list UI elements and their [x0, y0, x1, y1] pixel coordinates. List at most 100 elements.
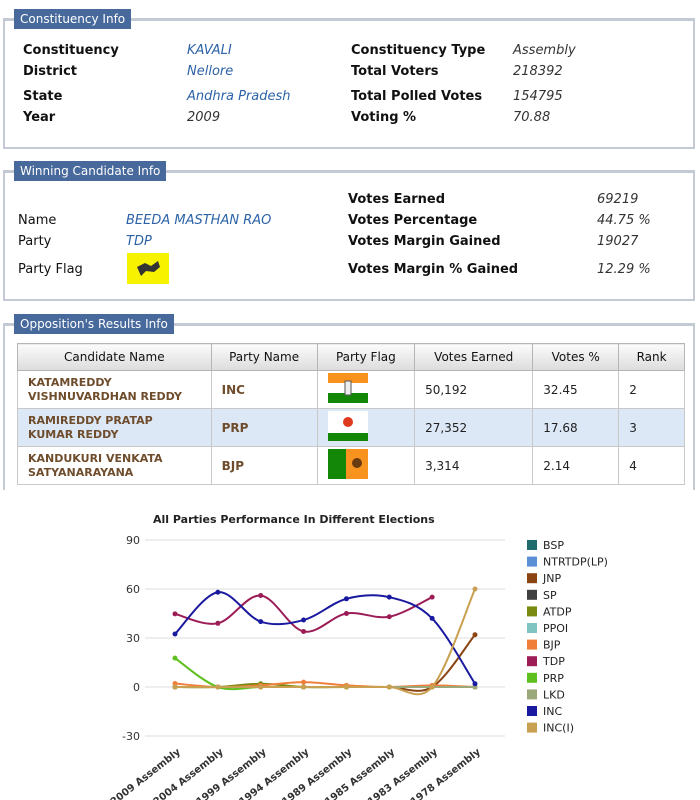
chart-area: All Parties Performance In Different Ele… — [0, 490, 700, 800]
legend-label: INC(I) — [543, 722, 574, 735]
party-flag — [127, 253, 169, 284]
field-value: KAVALI — [187, 43, 232, 58]
point — [343, 684, 349, 690]
field-value: Assembly — [513, 43, 576, 58]
field-label: Total Voters — [351, 64, 439, 79]
table-cell: 3 — [618, 408, 685, 447]
field-label: State — [23, 89, 63, 104]
legend-label: LKD — [543, 688, 565, 701]
field-label: Votes Earned — [348, 192, 446, 207]
field-value: BEEDA MASTHAN RAO — [126, 213, 272, 228]
flag-cell — [316, 408, 416, 447]
point — [215, 589, 221, 595]
legend-label: INC — [543, 705, 562, 718]
result-row: KANDUKURI VENKATA SATYANARAYANA BJP 3,314 2… — [17, 446, 685, 485]
field-label: Name — [18, 213, 57, 228]
legend-label: TDP — [542, 655, 565, 668]
column-header: Votes Earned — [414, 343, 534, 371]
column-header: Candidate Name — [17, 343, 212, 371]
x-tick-label: 1978 Assembly — [409, 746, 483, 800]
field-value: 218392 — [513, 64, 563, 79]
legend-swatch — [527, 556, 537, 567]
field-label: Votes Margin % Gained — [348, 262, 519, 277]
legend-label: PRP — [543, 672, 564, 685]
field-label: Total Polled Votes — [351, 89, 483, 104]
point — [429, 615, 435, 621]
point — [472, 681, 478, 687]
column-header: Party Flag — [316, 343, 416, 371]
point — [386, 594, 392, 600]
legend-swatch — [527, 656, 537, 667]
point — [258, 619, 264, 625]
table-cell: INC — [210, 370, 318, 409]
panel-title: Winning Candidate Info — [14, 161, 167, 181]
party-flag — [327, 411, 368, 441]
table-cell: 3,314 — [414, 446, 534, 485]
field-label: Votes Percentage — [348, 213, 478, 228]
result-row: RAMIREDDY PRATAP KUMAR REDDY PRP 27,352 17.… — [17, 408, 685, 447]
results-table: Candidate Name Party Name Party Flag Votes … — [17, 343, 685, 485]
field-value: 2009 — [187, 110, 221, 125]
table-cell: 27,352 — [414, 408, 534, 447]
legend-label: SP — [543, 589, 557, 602]
field-value: TDP — [126, 234, 152, 249]
table-cell: 2.14 — [532, 446, 620, 485]
legend-label: PPOI — [543, 622, 568, 635]
point — [343, 611, 349, 616]
field-value: 154795 — [513, 89, 563, 104]
point — [172, 684, 178, 690]
legend-swatch — [527, 706, 537, 716]
y-tick-label: -30 — [122, 730, 140, 743]
point — [172, 631, 178, 637]
point — [429, 684, 435, 690]
legend-swatch — [527, 589, 537, 600]
constituency-panel: Constituency Info Constituency KAVALI Cons… — [3, 9, 695, 149]
point — [301, 617, 307, 623]
series-line — [174, 594, 433, 633]
table-cell: BJP — [210, 446, 318, 485]
field-label: Constituency Type — [351, 43, 486, 58]
column-header: Party Name — [210, 343, 318, 371]
column-header: Rank — [618, 343, 685, 371]
party-flag — [327, 449, 368, 479]
point — [301, 684, 307, 690]
field-label: Constituency — [23, 43, 119, 58]
field-value: Andhra Pradesh — [187, 89, 291, 104]
y-tick-label: 60 — [126, 583, 140, 596]
legend-swatch — [527, 623, 537, 633]
point — [172, 655, 178, 661]
point — [172, 681, 178, 687]
table-cell: PRP — [210, 408, 318, 447]
point — [172, 611, 178, 617]
point — [386, 614, 392, 620]
field-value: 19027 — [597, 234, 639, 249]
table-cell: KANDUKURI VENKATA SATYANARAYANA — [17, 446, 212, 485]
y-tick-label: 90 — [126, 534, 140, 547]
table-cell: 4 — [618, 446, 685, 485]
legend-swatch — [527, 573, 537, 584]
point — [472, 632, 478, 638]
legend-swatch — [527, 606, 537, 617]
legend-label: BSP — [543, 539, 564, 552]
flag-cell — [316, 370, 416, 409]
table-cell: KATAMREDDY VISHNUVARDHAN REDDY — [17, 370, 212, 409]
field-value: 69219 — [597, 192, 639, 207]
field-value: 12.29 % — [597, 262, 651, 277]
point — [258, 593, 264, 599]
field-value: 44.75 % — [597, 213, 651, 228]
field-label: Party — [18, 234, 52, 249]
point — [301, 679, 307, 685]
field-label: Voting % — [351, 110, 417, 125]
legend-swatch — [527, 540, 537, 550]
field-label: Year — [23, 110, 56, 125]
legend-label: JNP — [542, 572, 561, 585]
field-label: Votes Margin Gained — [348, 234, 501, 249]
point — [258, 684, 264, 690]
table-cell: 50,192 — [414, 370, 534, 409]
point — [343, 596, 349, 602]
field-label: District — [23, 64, 77, 79]
column-header: Votes % — [532, 343, 620, 371]
y-tick-label: 0 — [133, 681, 140, 694]
legend-label: NTRTDP(LP) — [543, 556, 608, 569]
